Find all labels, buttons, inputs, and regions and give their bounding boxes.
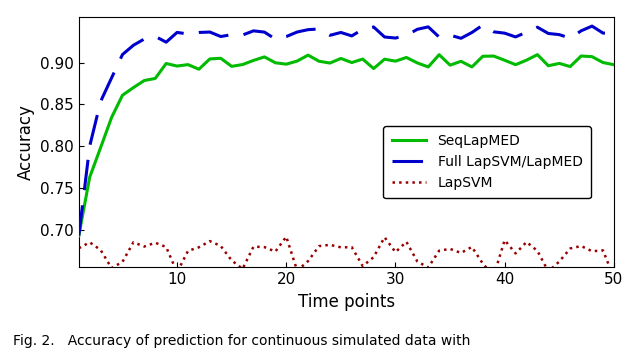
Y-axis label: Accuracy: Accuracy: [17, 104, 35, 180]
X-axis label: Time points: Time points: [298, 293, 395, 311]
Legend: SeqLapMED, Full LapSVM/LapMED, LapSVM: SeqLapMED, Full LapSVM/LapMED, LapSVM: [383, 126, 591, 198]
Text: Fig. 2.   Accuracy of prediction for continuous simulated data with: Fig. 2. Accuracy of prediction for conti…: [13, 334, 470, 348]
